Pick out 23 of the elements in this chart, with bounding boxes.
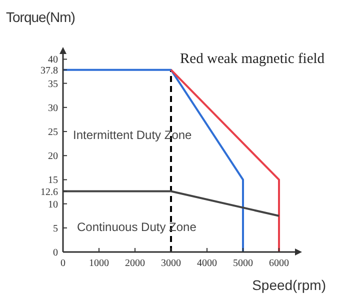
y-tick-label: 0 <box>53 248 58 258</box>
y-tick-label: 15 <box>48 175 58 186</box>
y-tick-label: 40 <box>48 54 58 66</box>
x-tick-label: 6000 <box>269 258 289 269</box>
y-tick-label: 20 <box>48 151 58 162</box>
x-tick-label: 3000 <box>161 258 181 269</box>
y-tick-label: 30 <box>48 102 58 114</box>
y-tick-label: 37.8 <box>40 65 58 76</box>
y-tick-label: 25 <box>48 127 58 138</box>
x-tick-label: 2000 <box>125 258 145 269</box>
y-tick-label: 12.6 <box>40 186 58 198</box>
x-tick-label: 4000 <box>197 258 217 269</box>
annotation: Red weak magnetic field <box>180 51 326 67</box>
annotation: Continuous Duty Zone <box>77 220 197 234</box>
y-tick-label: 5 <box>53 223 58 234</box>
x-tick-label: 0 <box>60 258 66 269</box>
y-tick-label: 35 <box>48 78 58 90</box>
y-tick-label: 10 <box>48 199 58 210</box>
x-tick-label: 5000 <box>233 258 253 269</box>
y-axis-title: Torque(Nm) <box>6 9 75 25</box>
annotation: Intermittent Duty Zone <box>73 128 192 142</box>
x-axis-title: Speed(rpm) <box>252 277 326 293</box>
x-tick-label: 1000 <box>89 258 109 269</box>
